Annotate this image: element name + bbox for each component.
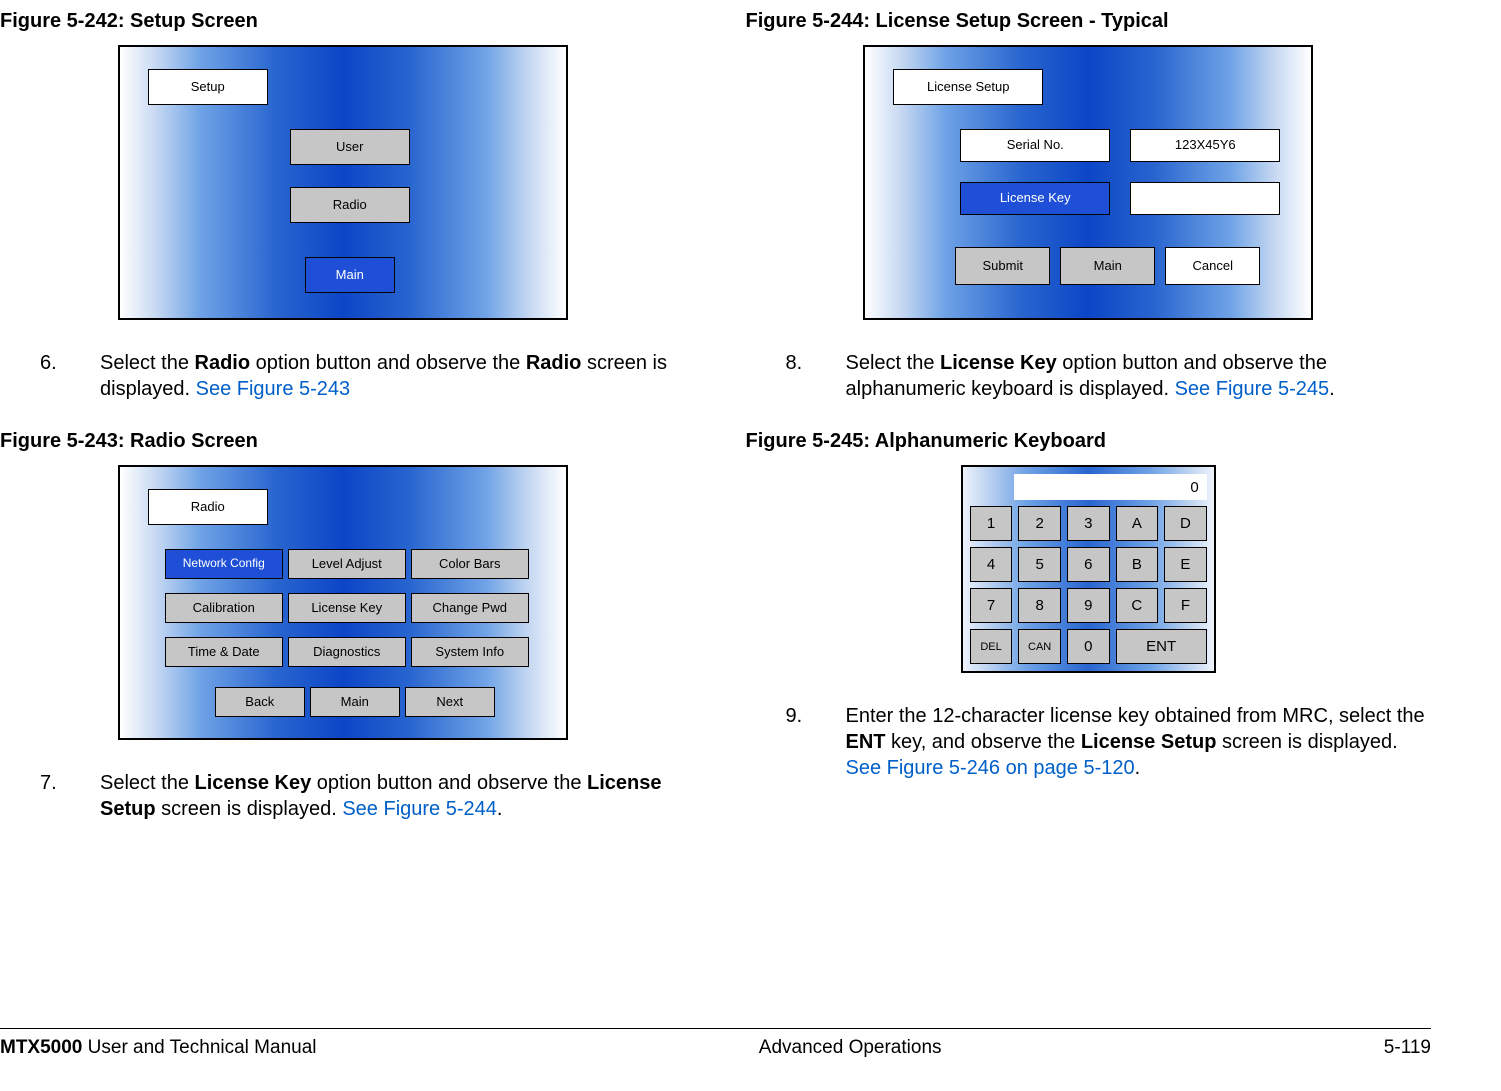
key-a[interactable]: A xyxy=(1116,506,1159,541)
diagnostics-button[interactable]: Diagnostics xyxy=(288,637,406,667)
s9-t4: . xyxy=(1135,757,1141,779)
setup-screen: Setup User Radio Main xyxy=(118,45,568,320)
s8-b1: License Key xyxy=(940,352,1057,374)
cancel-button[interactable]: Cancel xyxy=(1165,247,1260,285)
key-0[interactable]: 0 xyxy=(1067,629,1110,664)
step-8: 8. Select the License Key option button … xyxy=(786,350,1432,402)
key-4[interactable]: 4 xyxy=(970,547,1013,582)
s7-t4: . xyxy=(497,798,503,820)
step-6-num: 6. xyxy=(40,350,70,402)
key-ent[interactable]: ENT xyxy=(1116,629,1207,664)
system-info-button[interactable]: System Info xyxy=(411,637,529,667)
license-setup-screen: License Setup Serial No. 123X45Y6 Licens… xyxy=(863,45,1313,320)
s7-t1: Select the xyxy=(100,772,195,794)
time-date-button[interactable]: Time & Date xyxy=(165,637,283,667)
footer-left: MTX5000 User and Technical Manual xyxy=(0,1037,317,1059)
user-button[interactable]: User xyxy=(290,129,410,165)
s6-b2: Radio xyxy=(526,352,582,374)
key-9[interactable]: 9 xyxy=(1067,588,1110,623)
s9-link[interactable]: See Figure 5-246 on page 5-120 xyxy=(846,757,1135,779)
footer-right: 5-119 xyxy=(1384,1037,1431,1059)
radio-title-box: Radio xyxy=(148,489,268,525)
next-button[interactable]: Next xyxy=(405,687,495,717)
key-2[interactable]: 2 xyxy=(1018,506,1061,541)
s7-b1: License Key xyxy=(195,772,312,794)
s8-t4: . xyxy=(1329,378,1335,400)
footer-center: Advanced Operations xyxy=(759,1037,942,1059)
s6-b1: Radio xyxy=(195,352,251,374)
submit-button[interactable]: Submit xyxy=(955,247,1050,285)
s6-t2: option button and observe the xyxy=(250,352,526,374)
figure-title-243: Figure 5-243: Radio Screen xyxy=(0,430,686,453)
serial-label: Serial No. xyxy=(960,129,1110,162)
keyboard-display: 0 xyxy=(1014,474,1207,500)
back-button[interactable]: Back xyxy=(215,687,305,717)
s9-t3: screen is displayed. xyxy=(1216,731,1397,753)
key-f[interactable]: F xyxy=(1164,588,1207,623)
s7-t3: screen is displayed. xyxy=(156,798,343,820)
key-can[interactable]: CAN xyxy=(1018,629,1061,664)
change-pwd-button[interactable]: Change Pwd xyxy=(411,593,529,623)
key-7[interactable]: 7 xyxy=(970,588,1013,623)
license-key-value[interactable] xyxy=(1130,182,1280,215)
color-bars-button[interactable]: Color Bars xyxy=(411,549,529,579)
step-7: 7. Select the License Key option button … xyxy=(40,770,686,822)
step-9: 9. Enter the 12-character license key ob… xyxy=(786,703,1432,781)
s8-t1: Select the xyxy=(846,352,941,374)
figure-title-242: Figure 5-242: Setup Screen xyxy=(0,10,686,33)
alphanumeric-keyboard: 0 1 2 3 A D 4 5 6 B E 7 8 9 xyxy=(961,465,1216,673)
setup-title-box: Setup xyxy=(148,69,268,105)
radio-button[interactable]: Radio xyxy=(290,187,410,223)
key-5[interactable]: 5 xyxy=(1018,547,1061,582)
s7-t2: option button and observe the xyxy=(311,772,587,794)
key-del[interactable]: DEL xyxy=(970,629,1013,664)
key-e[interactable]: E xyxy=(1164,547,1207,582)
license-key-label[interactable]: License Key xyxy=(960,182,1110,215)
radio-screen: Radio Network Config Level Adjust Color … xyxy=(118,465,568,740)
network-config-button[interactable]: Network Config xyxy=(165,549,283,579)
key-3[interactable]: 3 xyxy=(1067,506,1110,541)
key-8[interactable]: 8 xyxy=(1018,588,1061,623)
key-b[interactable]: B xyxy=(1116,547,1159,582)
s6-t1: Select the xyxy=(100,352,195,374)
license-setup-title-box: License Setup xyxy=(893,69,1043,105)
step-6: 6. Select the Radio option button and ob… xyxy=(40,350,686,402)
level-adjust-button[interactable]: Level Adjust xyxy=(288,549,406,579)
page-footer: MTX5000 User and Technical Manual Advanc… xyxy=(0,1028,1431,1059)
license-main-button[interactable]: Main xyxy=(1060,247,1155,285)
s9-t1: Enter the 12-character license key obtai… xyxy=(846,705,1425,727)
figure-title-245: Figure 5-245: Alphanumeric Keyboard xyxy=(746,430,1432,453)
calibration-button[interactable]: Calibration xyxy=(165,593,283,623)
footer-left-text: User and Technical Manual xyxy=(82,1037,316,1058)
serial-value: 123X45Y6 xyxy=(1130,129,1280,162)
radio-main-button[interactable]: Main xyxy=(310,687,400,717)
key-c[interactable]: C xyxy=(1116,588,1159,623)
license-key-button[interactable]: License Key xyxy=(288,593,406,623)
key-1[interactable]: 1 xyxy=(970,506,1013,541)
key-6[interactable]: 6 xyxy=(1067,547,1110,582)
figure-title-244: Figure 5-244: License Setup Screen - Typ… xyxy=(746,10,1432,33)
s6-link[interactable]: See Figure 5-243 xyxy=(196,378,351,400)
key-d[interactable]: D xyxy=(1164,506,1207,541)
s9-b1: ENT xyxy=(846,731,886,753)
footer-left-bold: MTX5000 xyxy=(0,1037,82,1058)
s9-b2: License Setup xyxy=(1081,731,1217,753)
s9-t2: key, and observe the xyxy=(886,731,1081,753)
main-button[interactable]: Main xyxy=(305,257,395,293)
step-8-num: 8. xyxy=(786,350,816,402)
step-9-num: 9. xyxy=(786,703,816,781)
step-7-num: 7. xyxy=(40,770,70,822)
s8-link[interactable]: See Figure 5-245 xyxy=(1175,378,1330,400)
s7-link[interactable]: See Figure 5-244 xyxy=(342,798,497,820)
